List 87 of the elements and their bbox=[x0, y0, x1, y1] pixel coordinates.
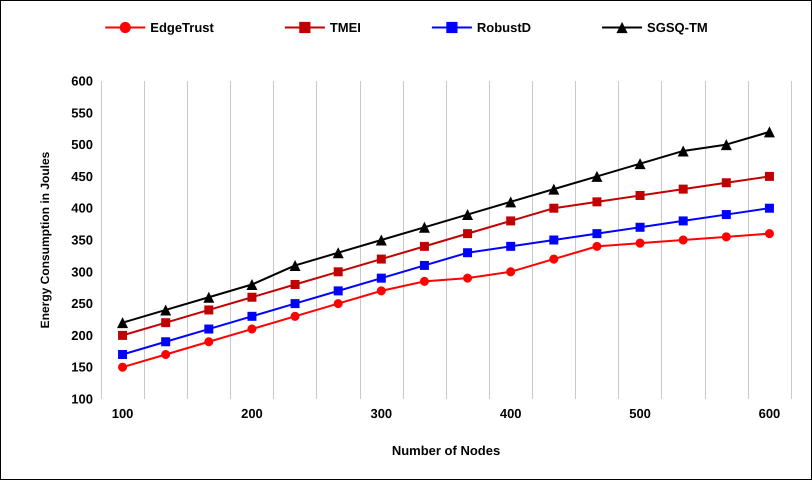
point bbox=[118, 330, 128, 340]
point bbox=[203, 292, 214, 303]
x-tick-label: 500 bbox=[629, 406, 651, 421]
point bbox=[592, 197, 602, 206]
x-tick-label: 100 bbox=[112, 406, 134, 421]
point bbox=[678, 236, 688, 244]
point bbox=[118, 350, 128, 359]
y-tick-label: 500 bbox=[71, 137, 93, 152]
point bbox=[678, 216, 688, 226]
point bbox=[722, 232, 731, 242]
point bbox=[376, 274, 386, 283]
x-tick-label: 300 bbox=[370, 406, 392, 421]
point bbox=[334, 267, 343, 276]
point bbox=[462, 209, 474, 220]
point bbox=[161, 318, 170, 328]
legend-label: TMEI bbox=[330, 20, 361, 35]
point bbox=[463, 248, 472, 258]
point bbox=[591, 170, 602, 182]
point bbox=[246, 279, 258, 290]
point bbox=[332, 247, 344, 258]
point bbox=[161, 337, 170, 346]
point bbox=[247, 324, 256, 334]
y-tick-label: 350 bbox=[71, 232, 93, 248]
x-tick-label: 600 bbox=[758, 406, 780, 421]
point bbox=[505, 196, 516, 208]
point bbox=[506, 216, 516, 226]
point bbox=[678, 184, 688, 194]
y-tick-label: 400 bbox=[71, 200, 93, 216]
point bbox=[376, 254, 386, 264]
legend-label: SGSQ-TM bbox=[647, 20, 708, 35]
point bbox=[592, 229, 602, 238]
point bbox=[247, 312, 256, 321]
point bbox=[764, 204, 774, 213]
point bbox=[720, 139, 732, 150]
point bbox=[334, 299, 343, 308]
point bbox=[290, 299, 300, 308]
point bbox=[506, 242, 516, 251]
point bbox=[636, 238, 645, 248]
y-tick-label: 100 bbox=[71, 392, 93, 406]
point bbox=[160, 304, 172, 316]
point bbox=[118, 362, 128, 372]
point bbox=[290, 260, 301, 271]
point bbox=[420, 242, 429, 251]
point bbox=[290, 312, 300, 321]
point bbox=[722, 178, 731, 188]
legend-label: RobustD bbox=[476, 20, 532, 35]
point bbox=[592, 242, 602, 251]
point bbox=[463, 274, 472, 283]
point bbox=[764, 126, 775, 138]
point bbox=[334, 286, 343, 296]
y-tick-label: 450 bbox=[71, 168, 93, 184]
y-tick-label: 550 bbox=[71, 105, 93, 120]
y-tick-label: 300 bbox=[71, 264, 93, 280]
point bbox=[161, 350, 170, 359]
point bbox=[418, 222, 430, 233]
point bbox=[764, 229, 774, 238]
point bbox=[290, 280, 300, 290]
point bbox=[722, 210, 731, 220]
point bbox=[764, 172, 774, 181]
point bbox=[636, 190, 645, 200]
y-tick-label: 250 bbox=[71, 296, 93, 312]
y-tick-label: 200 bbox=[71, 328, 93, 343]
point bbox=[420, 276, 429, 286]
point bbox=[636, 222, 645, 232]
point bbox=[204, 337, 214, 346]
point bbox=[549, 204, 558, 213]
x-tick-label: 200 bbox=[241, 406, 263, 421]
point bbox=[678, 145, 689, 156]
point bbox=[376, 286, 386, 296]
x-axis-title: Number of Nodes bbox=[392, 443, 500, 458]
point bbox=[549, 254, 558, 264]
y-axis-title: Energy Consumption in Joules bbox=[38, 151, 52, 328]
legend-label: EdgeTrust bbox=[150, 20, 215, 35]
point bbox=[463, 229, 472, 238]
point bbox=[247, 292, 256, 302]
point bbox=[420, 260, 429, 270]
point bbox=[204, 305, 214, 314]
point bbox=[117, 317, 128, 328]
point bbox=[548, 184, 560, 195]
point bbox=[634, 158, 646, 170]
point bbox=[549, 236, 558, 244]
y-tick-label: 150 bbox=[71, 360, 93, 375]
point bbox=[506, 267, 516, 276]
point bbox=[204, 324, 214, 334]
y-tick-label: 600 bbox=[71, 74, 93, 88]
x-tick-label: 400 bbox=[500, 406, 522, 421]
point bbox=[376, 234, 387, 246]
